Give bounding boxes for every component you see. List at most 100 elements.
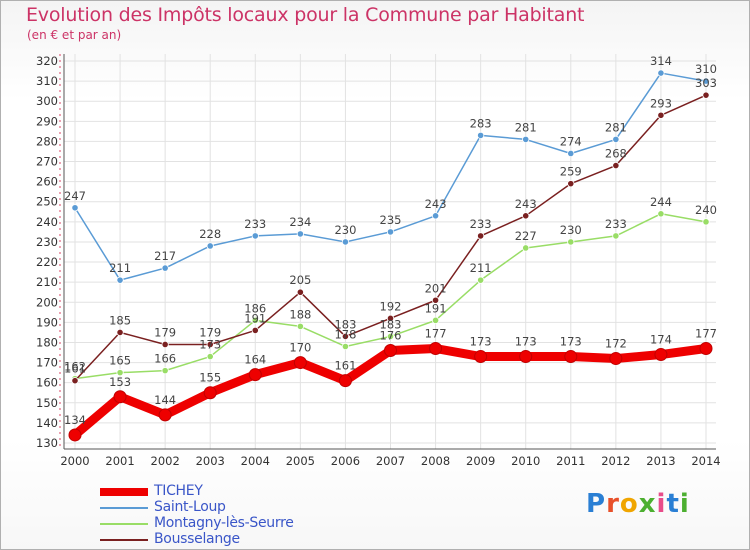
legend-swatch	[100, 488, 148, 496]
y-tick-label: 310	[36, 74, 58, 88]
chart-title: Evolution des Impôts locaux pour la Comm…	[26, 4, 585, 26]
logo-letter: o	[619, 489, 639, 519]
data-point	[341, 238, 350, 246]
data-label: 243	[425, 197, 447, 211]
y-tick-label: 280	[36, 134, 58, 148]
y-tick-label: 300	[36, 94, 58, 108]
data-point	[477, 232, 485, 240]
data-point	[71, 377, 79, 385]
data-point	[657, 69, 665, 77]
data-point	[657, 210, 665, 218]
data-label: 205	[289, 273, 311, 287]
legend-label: Saint-Loup	[154, 499, 226, 515]
data-label: 230	[334, 223, 356, 237]
y-tick-label: 320	[36, 54, 58, 68]
logo-letter: P	[586, 489, 607, 519]
data-point	[341, 342, 350, 351]
data-point	[206, 352, 214, 361]
x-tick-label: 2010	[511, 454, 540, 468]
chart-subtitle: (en € et par an)	[27, 28, 122, 42]
data-label: 173	[560, 335, 582, 349]
data-label: 176	[380, 329, 402, 343]
data-label: 233	[605, 217, 627, 231]
data-point	[519, 350, 533, 364]
data-label: 166	[154, 352, 176, 366]
data-label: 228	[199, 227, 221, 241]
data-point	[567, 149, 575, 158]
data-point	[522, 244, 530, 252]
data-point	[431, 212, 440, 220]
y-tick-label: 230	[36, 235, 58, 249]
data-label: 153	[109, 375, 131, 389]
y-tick-label: 160	[36, 376, 58, 390]
data-point	[477, 131, 485, 139]
data-point	[251, 326, 259, 335]
data-label: 233	[470, 217, 492, 231]
legend-swatch	[100, 523, 148, 525]
data-label: 240	[695, 203, 717, 217]
logo-letter: x	[638, 489, 657, 519]
data-label: 161	[64, 362, 86, 376]
data-point	[68, 428, 82, 442]
data-label: 172	[605, 337, 627, 351]
data-label: 211	[470, 261, 492, 275]
data-point	[251, 316, 259, 324]
data-point	[429, 342, 443, 356]
data-label: 243	[515, 197, 537, 211]
data-label: 183	[380, 317, 402, 331]
x-tick-label: 2000	[60, 454, 89, 468]
data-point	[116, 328, 124, 337]
data-label: 314	[650, 54, 672, 68]
data-label: 178	[334, 327, 356, 341]
data-point	[522, 212, 530, 220]
data-label: 274	[560, 134, 582, 148]
data-label: 230	[560, 223, 582, 237]
data-label: 217	[154, 249, 176, 263]
data-label: 191	[244, 311, 266, 325]
x-tick-label: 2005	[286, 454, 315, 468]
data-label: 259	[560, 165, 582, 179]
data-label: 247	[64, 189, 86, 203]
y-tick-label: 200	[36, 295, 58, 309]
data-point	[431, 296, 440, 304]
data-label: 201	[425, 281, 447, 295]
data-point	[567, 238, 575, 246]
data-label: 235	[380, 213, 402, 227]
data-point	[251, 232, 259, 240]
data-label: 244	[650, 195, 672, 209]
logo-letter: r	[606, 489, 620, 519]
data-point	[296, 322, 304, 330]
data-point	[702, 218, 710, 226]
data-label: 144	[154, 393, 176, 407]
data-label: 281	[605, 120, 627, 134]
y-tick-label: 220	[36, 255, 58, 269]
x-tick-label: 2002	[151, 454, 180, 468]
data-point	[203, 386, 217, 400]
data-label: 170	[289, 341, 311, 355]
data-label: 283	[470, 116, 492, 130]
data-point	[564, 350, 578, 364]
data-label: 310	[695, 62, 717, 76]
data-label: 188	[289, 307, 311, 321]
x-tick-label: 2013	[646, 454, 675, 468]
data-point	[161, 340, 169, 349]
y-tick-label: 190	[36, 315, 58, 329]
y-tick-label: 130	[36, 436, 58, 450]
data-point	[386, 332, 395, 341]
legend-swatch	[100, 507, 148, 509]
data-label: 174	[650, 333, 672, 347]
line-chart: 130 140 150 160 170 180 190 200 210 220 230 240 250 2…	[36, 54, 721, 468]
y-tick-label: 140	[36, 416, 58, 430]
data-point	[161, 264, 169, 272]
data-point	[296, 288, 304, 296]
x-tick-label: 2011	[556, 454, 585, 468]
x-tick-label: 2012	[601, 454, 630, 468]
data-point	[477, 276, 485, 284]
data-point	[386, 228, 395, 236]
data-point	[609, 352, 623, 366]
data-label: 164	[244, 353, 266, 367]
data-label: 177	[695, 327, 717, 341]
logo-letter: i	[679, 489, 690, 519]
data-label: 179	[154, 325, 176, 339]
x-tick-label: 2009	[466, 454, 495, 468]
